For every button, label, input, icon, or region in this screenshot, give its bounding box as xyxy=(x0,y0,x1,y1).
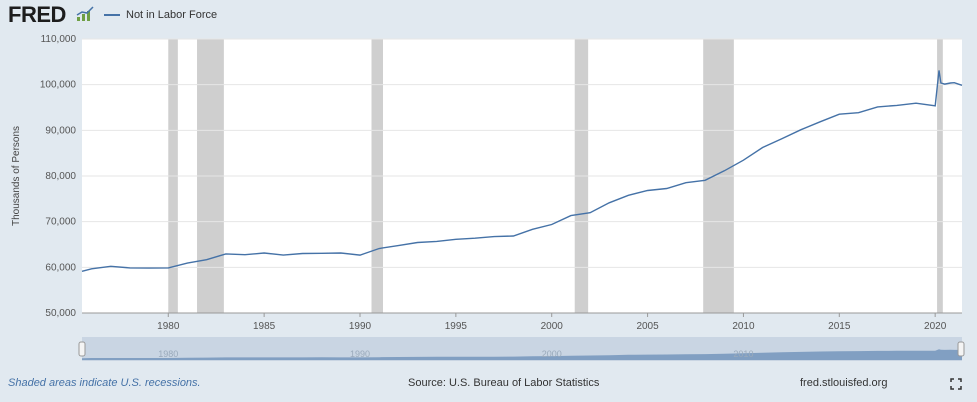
series-line-not-in-labor-force[interactable] xyxy=(81,70,963,272)
navigator-year-label: 1980 xyxy=(158,349,178,359)
fred-logo[interactable]: FRED xyxy=(8,2,66,27)
fullscreen-icon[interactable] xyxy=(950,378,962,390)
x-axis-ticks: 1980 1985 1990 1995 2000 2005 2010 2015 2020 xyxy=(82,312,962,332)
x-tick-label: 2015 xyxy=(828,321,851,332)
navigator-left-handle[interactable] xyxy=(78,341,86,357)
x-tick-label: 1985 xyxy=(253,321,276,332)
legend-swatch xyxy=(104,14,120,16)
recession-note: Shaded areas indicate U.S. recessions. xyxy=(8,377,201,389)
source-credit: Source: U.S. Bureau of Labor Statistics xyxy=(408,377,600,389)
chart-legend[interactable]: Not in Labor Force xyxy=(104,9,217,21)
range-navigator[interactable]: 1980 1990 2000 2010 xyxy=(78,337,965,361)
x-tick-label: 2020 xyxy=(924,321,947,332)
navigator-year-label: 2010 xyxy=(733,349,753,359)
x-tick-label: 2010 xyxy=(732,321,755,332)
chart-header: FRED Not in Labor Force xyxy=(0,0,977,34)
navigator-year-label: 2000 xyxy=(542,349,562,359)
x-tick-label: 1980 xyxy=(157,321,180,332)
legend-label: Not in Labor Force xyxy=(126,9,218,21)
y-axis-ticks: 50,000 60,000 70,000 80,000 90,000 100,000 110… xyxy=(40,34,77,319)
gridlines xyxy=(82,38,962,314)
fred-chart-icon xyxy=(76,6,94,21)
navigator-year-labels: 1980 1990 2000 2010 xyxy=(158,349,753,359)
navigator-series-area xyxy=(82,349,962,360)
y-tick-label: 60,000 xyxy=(45,262,76,273)
y-axis-label: Thousands of Persons xyxy=(11,126,22,226)
navigator-right-handle[interactable] xyxy=(957,341,965,357)
x-tick-label: 1995 xyxy=(445,321,468,332)
line-chart[interactable]: 50,000 60,000 70,000 80,000 90,000 100,000 110… xyxy=(0,28,977,373)
y-tick-label: 70,000 xyxy=(45,217,76,228)
x-tick-label: 2000 xyxy=(541,321,564,332)
site-link[interactable]: fred.stlouisfed.org xyxy=(800,377,888,389)
y-tick-label: 100,000 xyxy=(40,80,77,91)
y-tick-label: 80,000 xyxy=(45,171,76,182)
navigator-year-label: 1990 xyxy=(350,349,370,359)
y-tick-label: 50,000 xyxy=(45,308,76,319)
y-tick-label: 90,000 xyxy=(45,125,76,136)
x-tick-label: 2005 xyxy=(636,321,659,332)
x-tick-label: 1990 xyxy=(349,321,372,332)
y-tick-label: 110,000 xyxy=(41,34,77,45)
